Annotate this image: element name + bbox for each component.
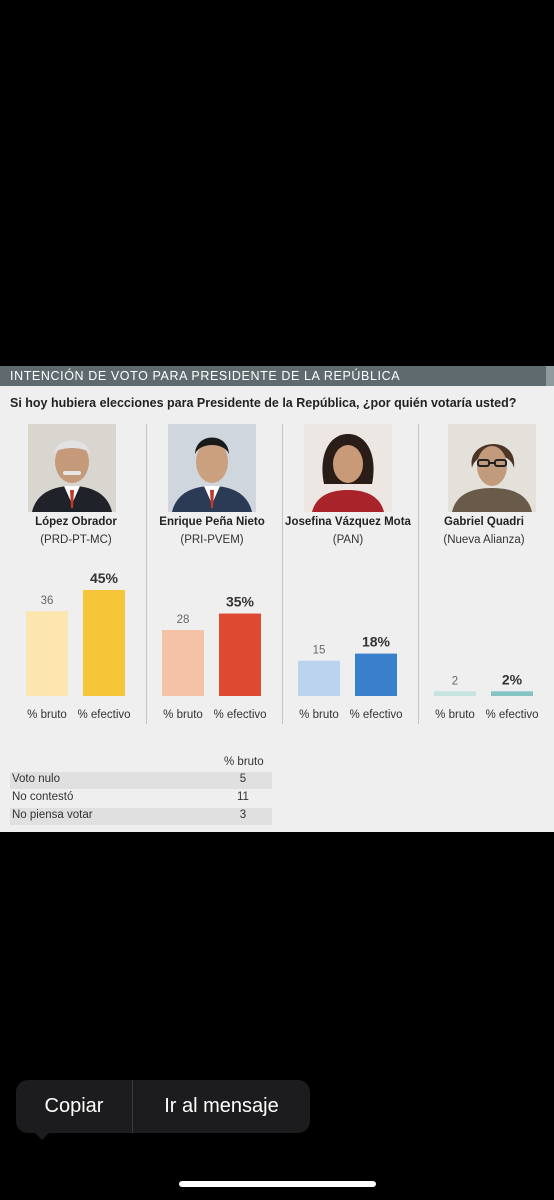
data-label-bruto: 15 — [313, 645, 326, 657]
column-divider — [146, 424, 147, 724]
x-label-bruto: % bruto — [163, 709, 203, 721]
row-label: No piensa votar — [12, 809, 93, 821]
candidate-party: (PRD-PT-MC) — [40, 534, 112, 546]
context-menu-pointer — [32, 1130, 52, 1140]
x-label-efectivo: % efectivo — [485, 709, 538, 721]
bar-bruto — [26, 611, 68, 696]
candidate-photo — [28, 424, 116, 512]
candidate-name: Josefina Vázquez Mota — [285, 516, 411, 528]
data-label-bruto: 36 — [41, 595, 54, 607]
x-label-bruto: % bruto — [27, 709, 67, 721]
data-label-bruto: 28 — [177, 614, 190, 626]
candidate-party: (PAN) — [332, 534, 364, 546]
data-label-efectivo: 18% — [362, 634, 391, 650]
vote-intention-chart: 36 45% % bruto % efectivo 28 35% % bruto % efec… — [26, 570, 539, 721]
data-label-efectivo: 45% — [90, 570, 119, 586]
candidate-photo — [168, 424, 256, 512]
row-label: No contestó — [12, 791, 74, 803]
candidate-panel-pena-nieto: Enrique Peña Nieto (PRI-PVEM) — [142, 424, 282, 724]
go-to-message-button[interactable]: Ir al mensaje — [164, 1095, 279, 1117]
table-row: Voto nulo 5 — [10, 772, 272, 789]
candidate-photo — [448, 424, 536, 512]
candidate-panel-lopez-obrador: López Obrador (PRD-PT-MC) — [6, 424, 146, 724]
column-divider — [282, 424, 283, 724]
header-bar: INTENCIÓN DE VOTO PARA PRESIDENTE DE LA … — [0, 366, 554, 386]
row-label: Voto nulo — [12, 773, 60, 785]
candidate-name: Gabriel Quadri — [444, 516, 524, 528]
row-value: 5 — [239, 773, 247, 785]
column-divider — [418, 424, 419, 724]
table-row: No piensa votar 3 — [10, 808, 272, 825]
context-menu: Copiar Ir al mensaje — [16, 1080, 310, 1133]
candidate-panel-vazquez-mota: Josefina Vázquez Mota (PAN) — [278, 424, 418, 724]
bar-efectivo — [491, 691, 533, 696]
row-value: 11 — [237, 791, 249, 803]
portrait-quadri — [448, 424, 536, 512]
chart-title: INTENCIÓN DE VOTO PARA PRESIDENTE DE LA … — [10, 369, 401, 383]
data-label-bruto: 2 — [452, 675, 458, 687]
data-label-efectivo: 35% — [226, 594, 255, 610]
home-indicator — [179, 1181, 376, 1187]
menu-separator — [132, 1080, 133, 1133]
bar-efectivo — [219, 613, 261, 696]
portrait-pena-nieto — [168, 424, 256, 512]
candidate-panel-quadri: Gabriel Quadri (Nueva Alianza) — [414, 424, 554, 724]
candidate-party: (PRI-PVEM) — [180, 534, 244, 546]
copy-button[interactable]: Copiar — [44, 1095, 104, 1117]
candidate-name: López Obrador — [35, 516, 117, 528]
poll-card: INTENCIÓN DE VOTO PARA PRESIDENTE DE LA … — [0, 366, 554, 832]
bar-bruto — [434, 691, 476, 696]
x-label-efectivo: % efectivo — [349, 709, 402, 721]
portrait-vazquez-mota — [304, 424, 392, 512]
x-label-bruto: % bruto — [299, 709, 339, 721]
row-value: 3 — [239, 809, 247, 821]
candidate-name: Enrique Peña Nieto — [159, 516, 265, 528]
header-edge — [546, 366, 554, 386]
bar-bruto — [162, 630, 204, 696]
bar-efectivo — [355, 653, 397, 696]
portrait-lopez-obrador — [28, 424, 116, 512]
bar-efectivo — [83, 590, 125, 696]
candidate-photo — [304, 424, 392, 512]
data-label-efectivo: 2% — [502, 671, 523, 687]
table-row: No contestó 11 — [10, 790, 272, 807]
chart-subtitle: Si hoy hubiera elecciones para President… — [10, 396, 517, 410]
x-label-efectivo: % efectivo — [213, 709, 266, 721]
x-label-bruto: % bruto — [435, 709, 475, 721]
table-header: % bruto — [224, 756, 264, 768]
x-label-efectivo: % efectivo — [77, 709, 130, 721]
bar-bruto — [298, 660, 340, 696]
candidate-party: (Nueva Alianza) — [443, 534, 525, 546]
